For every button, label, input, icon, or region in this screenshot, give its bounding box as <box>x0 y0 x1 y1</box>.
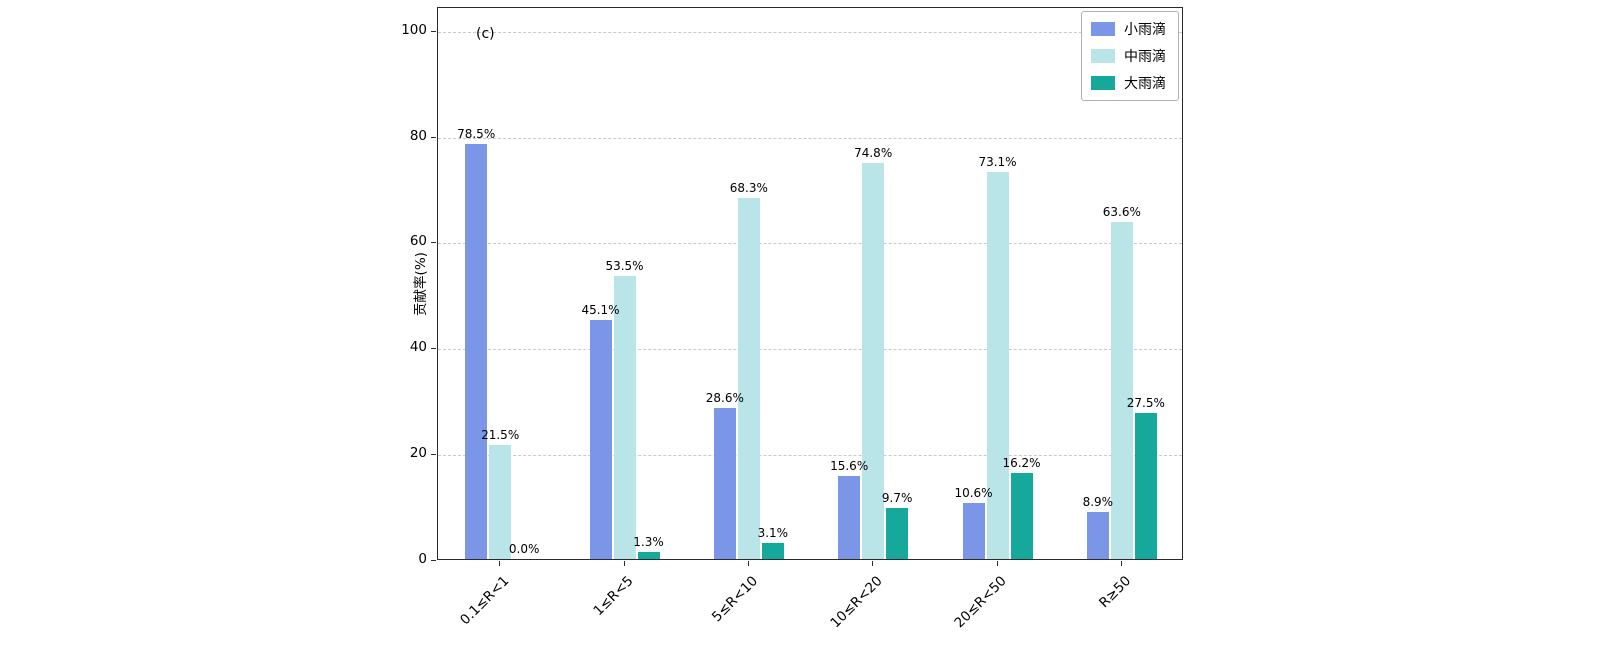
y-tick-label: 100 <box>401 21 427 38</box>
legend-item: 中雨滴 <box>1091 46 1166 66</box>
plot-area: (c) 小雨滴中雨滴大雨滴 78.5% 21.5% 0.0% 45.1% 53.5% 1.… <box>437 7 1183 560</box>
bar-series-0 <box>465 143 488 559</box>
x-tick-text: R≥50 <box>1096 573 1135 612</box>
gridline <box>438 243 1182 245</box>
x-tick-text: 0.1≤R<1 <box>457 573 513 629</box>
y-tick-mark <box>431 136 436 138</box>
bar-series-2 <box>637 552 660 559</box>
bar-series-0 <box>1086 511 1109 559</box>
x-tick-mark <box>623 561 625 566</box>
x-tick-mark <box>499 561 501 566</box>
bar-series-1 <box>613 275 636 559</box>
x-tick-mark <box>1120 561 1122 566</box>
bar-series-1 <box>986 172 1009 559</box>
y-tick-mark <box>431 560 436 561</box>
bar-value-label: 15.6% <box>830 459 869 474</box>
bar-value-label: 0.0% <box>508 542 540 556</box>
bar-value-label: 45.1% <box>581 303 620 318</box>
bar-series-0 <box>838 476 861 559</box>
x-tick-mark <box>872 561 874 566</box>
legend: 小雨滴 中雨滴 大雨滴 <box>1081 11 1179 101</box>
bar-series-0 <box>962 502 985 559</box>
bar-series-1 <box>1110 222 1133 559</box>
bar-value-label: 73.1% <box>978 155 1017 170</box>
bar-series-2 <box>1010 473 1033 559</box>
x-tick-text: 20≤R<50 <box>951 573 1010 632</box>
y-tick-label: 40 <box>409 339 427 356</box>
gridline <box>438 349 1182 351</box>
bar-series-1 <box>862 163 885 559</box>
x-tick-mark <box>747 561 749 566</box>
bar-value-label: 28.6% <box>705 390 744 405</box>
bar-value-label: 63.6% <box>1102 205 1141 220</box>
bar-value-label: 78.5% <box>457 126 496 141</box>
x-tick-text: 10≤R<20 <box>827 573 886 632</box>
x-tick-text: 1≤R<5 <box>590 573 637 620</box>
subplot-label: (c) <box>476 26 495 42</box>
legend-swatch <box>1091 49 1115 63</box>
y-tick-mark <box>431 242 436 244</box>
x-tick-text: 5≤R<10 <box>708 573 762 626</box>
bar-value-label: 74.8% <box>854 146 893 161</box>
bar-value-label: 1.3% <box>633 535 664 550</box>
gridline <box>438 137 1182 139</box>
y-tick-label: 0 <box>418 551 427 567</box>
bar-value-label: 9.7% <box>881 490 913 505</box>
bar-value-label: 21.5% <box>481 428 520 443</box>
y-tick-label: 20 <box>409 445 427 462</box>
x-tick-mark <box>996 561 998 566</box>
legend-item: 小雨滴 <box>1091 19 1166 39</box>
bar-series-2 <box>886 507 909 559</box>
bar-series-2 <box>761 542 784 559</box>
legend-label: 大雨滴 <box>1124 76 1166 92</box>
bar-value-label: 10.6% <box>954 485 993 500</box>
legend-item: 大雨滴 <box>1091 73 1166 93</box>
bar-value-label: 8.9% <box>1082 494 1114 509</box>
bar-series-1 <box>489 445 512 559</box>
gridline <box>438 31 1182 33</box>
y-tick-label: 60 <box>409 233 427 250</box>
bar-series-2 <box>1134 413 1157 559</box>
y-axis-title: 贡献率(%) <box>413 252 429 316</box>
gridline <box>438 455 1182 457</box>
y-tick-mark <box>431 454 436 456</box>
bar-series-0 <box>713 407 736 559</box>
legend-swatch <box>1091 76 1115 90</box>
bar-value-label: 16.2% <box>1002 456 1041 471</box>
bar-value-label: 68.3% <box>729 180 768 195</box>
y-tick-mark <box>431 30 436 32</box>
legend-swatch <box>1091 22 1115 36</box>
bar-series-1 <box>737 197 760 559</box>
bar-value-label: 3.1% <box>757 525 789 540</box>
bar-value-label: 53.5% <box>605 258 644 273</box>
legend-label: 中雨滴 <box>1124 49 1166 65</box>
y-tick-label: 80 <box>409 127 427 144</box>
legend-label: 小雨滴 <box>1124 22 1166 38</box>
bar-series-0 <box>589 320 612 559</box>
y-tick-mark <box>431 348 436 350</box>
bar-value-label: 27.5% <box>1126 396 1165 411</box>
